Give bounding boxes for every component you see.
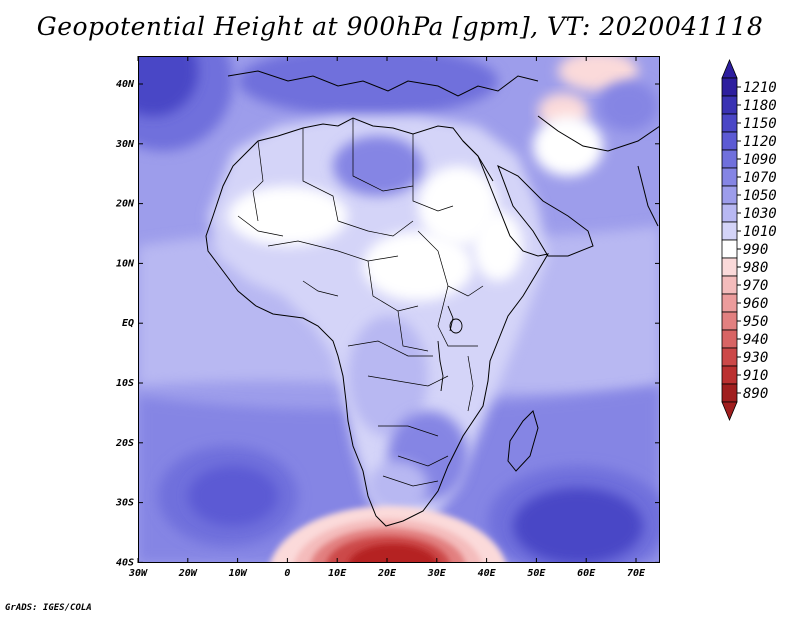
colorbar-label: 1120 — [743, 134, 777, 150]
colorbar-swatch — [721, 149, 738, 169]
credit-text: GrADS: IGES/COLA — [5, 603, 92, 613]
lat-label: 40N — [116, 79, 135, 90]
colorbar-swatch — [721, 347, 738, 367]
colorbar-label: 1180 — [743, 98, 777, 114]
lon-label: 20E — [377, 568, 397, 579]
colorbar-swatch — [721, 293, 738, 313]
colorbar-swatch — [721, 239, 738, 259]
colorbar-label: 960 — [743, 296, 768, 312]
colorbar-swatch — [721, 77, 738, 97]
lon-label: 60E — [577, 568, 596, 579]
colorbar-label: 1030 — [743, 206, 777, 222]
lat-label: 10N — [116, 258, 135, 269]
colorbar-swatch — [721, 113, 738, 133]
lat-label: 20S — [115, 438, 134, 449]
colorbar-swatch — [721, 131, 738, 151]
lon-label: 0 — [284, 568, 290, 579]
colorbar-label: 1090 — [743, 152, 777, 168]
colorbar-swatch — [721, 167, 738, 187]
map-title: Geopotential Height at 900hPa [gpm], VT:… — [36, 12, 764, 41]
colorbar-label: 970 — [743, 278, 768, 294]
colorbar-label: 1210 — [743, 80, 777, 96]
colorbar-label: 990 — [743, 242, 768, 258]
lon-label: 40E — [478, 568, 497, 579]
colorbar-label: 940 — [743, 332, 768, 348]
lon-label: 30W — [128, 568, 148, 579]
colorbar-swatch — [721, 329, 738, 349]
lat-label: 20N — [115, 199, 135, 210]
colorbar-swatch — [721, 365, 738, 385]
colorbar-swatch — [721, 221, 738, 241]
lon-label: 10E — [328, 568, 347, 579]
colorbar-swatch — [721, 383, 738, 403]
lat-label: 30S — [115, 498, 134, 509]
colorbar-cap-bottom — [721, 401, 738, 422]
colorbar-swatch — [721, 203, 738, 223]
colorbar-label: 1010 — [743, 224, 777, 240]
lat-label: 30N — [115, 139, 135, 150]
lon-label: 10W — [229, 568, 248, 579]
colorbar-label: 1050 — [743, 188, 777, 204]
map-area — [138, 56, 660, 563]
lat-label: 40S — [116, 557, 134, 568]
colorbar-label: 1150 — [743, 116, 777, 132]
colorbar-swatch — [721, 311, 738, 331]
lon-label: 30E — [427, 568, 447, 579]
colorbar-label: 980 — [743, 260, 768, 276]
colorbar-label: 910 — [743, 368, 768, 384]
lon-label: 70E — [627, 568, 646, 579]
colorbar: 1210 1180 1150 1120 1090 1070 1050 1030 1010 990 9… — [721, 58, 777, 422]
colorbar-swatch — [721, 95, 738, 115]
lon-label: 20W — [178, 568, 198, 579]
colorbar-label: 890 — [743, 386, 768, 402]
colorbar-label: 930 — [743, 350, 768, 366]
colorbar-label: 1070 — [743, 170, 777, 186]
colorbar-cap-top — [721, 58, 738, 79]
lon-label: 50E — [527, 568, 546, 579]
lat-label: 10S — [116, 378, 134, 389]
map-field — [138, 56, 660, 563]
colorbar-swatch — [721, 185, 738, 205]
lat-label: EQ — [122, 318, 134, 329]
colorbar-swatch — [721, 275, 738, 295]
colorbar-label: 950 — [743, 314, 768, 330]
colorbar-swatch — [721, 257, 738, 277]
